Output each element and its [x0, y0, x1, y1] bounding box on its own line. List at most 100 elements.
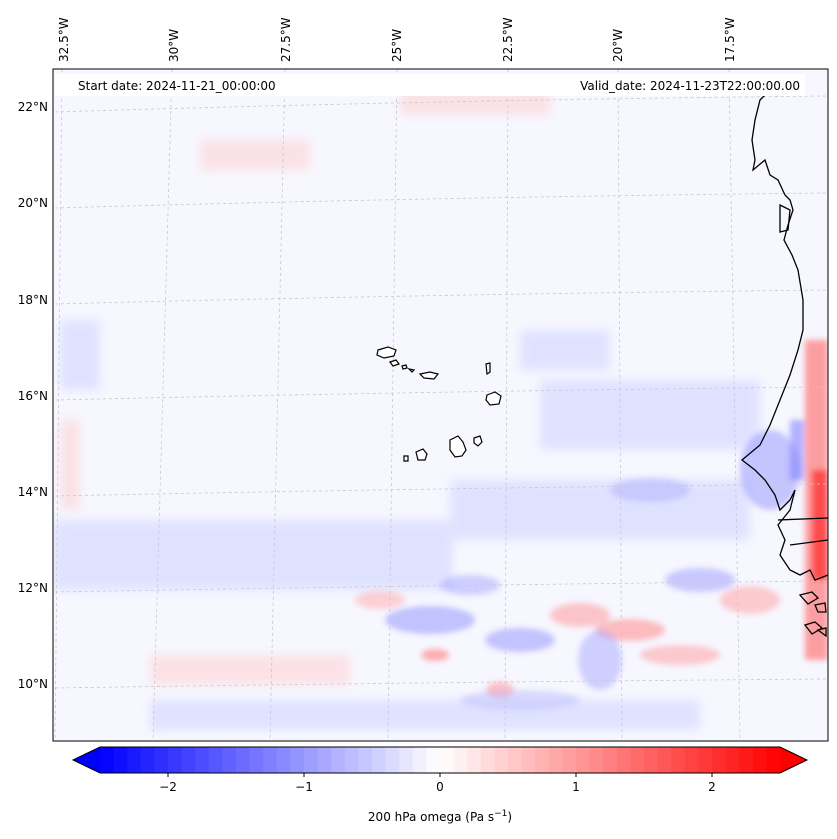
colorbar-tick-label: 1	[572, 780, 580, 794]
omega-band	[150, 700, 700, 730]
colorbar-swatch	[467, 747, 482, 773]
colorbar: −2 −1 0 1 2 200 hPa omega (Pa s−1)	[71, 746, 809, 824]
grid-lon-27-5	[269, 69, 286, 741]
grid-lat-10	[54, 678, 828, 689]
colorbar-swatch	[344, 747, 359, 773]
grid-lon-20	[617, 69, 623, 741]
lon-labels: 32.5°W 30°W 27.5°W 25°W 22.5°W 20°W 17.5…	[57, 17, 737, 62]
omega-coastal-band	[790, 420, 804, 480]
colorbar-swatch	[168, 747, 183, 773]
colorbar-label: 200 hPa omega (Pa s−1)	[368, 809, 512, 824]
map-panel: Start date: 2024-11-21_00:00:00 Valid_da…	[52, 68, 829, 742]
coast-bijagos-4	[816, 627, 827, 638]
colorbar-swatch	[195, 747, 210, 773]
island-sao-nicolau	[418, 371, 440, 380]
graticule	[54, 69, 828, 741]
africa-coastline	[740, 89, 828, 638]
omega-band	[60, 320, 100, 390]
colorbar-swatch	[304, 747, 319, 773]
colorbar-swatch	[399, 747, 414, 773]
colorbar-swatch	[548, 747, 563, 773]
grid-lat-14	[54, 483, 828, 497]
colorbar-swatch	[739, 747, 754, 773]
colorbar-swatch	[276, 747, 291, 773]
colorbar-tick-label: 2	[708, 780, 716, 794]
colorbar-swatch	[331, 747, 346, 773]
omega-cell	[720, 586, 780, 614]
colorbar-swatch	[562, 747, 577, 773]
omega-cell	[355, 591, 405, 609]
colorbar-swatch	[208, 747, 223, 773]
colorbar-swatch	[766, 747, 781, 773]
colorbar-swatch	[453, 747, 468, 773]
omega-band	[200, 140, 310, 170]
colorbar-swatch	[494, 747, 509, 773]
lat-label: 12°N	[18, 581, 48, 595]
colorbar-swatch	[535, 747, 550, 773]
omega-cell	[665, 568, 735, 592]
omega-cell	[550, 603, 610, 627]
lon-label: 32.5°W	[57, 17, 71, 62]
grid-lon-22-5	[504, 69, 509, 741]
colorbar-swatch	[725, 747, 740, 773]
lon-label: 25°W	[390, 29, 404, 62]
colorbar-swatch	[508, 747, 523, 773]
colorbar-swatch	[127, 747, 142, 773]
lat-label: 16°N	[18, 389, 48, 403]
coast-casamance	[789, 539, 828, 546]
grid-lat-12	[54, 580, 828, 593]
colorbar-swatch	[589, 747, 604, 773]
grid-lat-20	[54, 192, 828, 209]
colorbar-swatch	[358, 747, 373, 773]
colorbar-swatch	[263, 747, 278, 773]
omega-cell	[610, 478, 690, 502]
lat-labels: 22°N 20°N 18°N 16°N 14°N 12°N 10°N	[18, 100, 48, 691]
omega-cell	[485, 628, 555, 652]
colorbar-swatch	[603, 747, 618, 773]
island-islet	[407, 368, 416, 373]
colorbar-swatch	[100, 747, 115, 773]
island-santa-luzia	[401, 364, 408, 370]
lat-label: 10°N	[18, 677, 48, 691]
omega-cell	[421, 649, 449, 661]
island-fogo	[415, 448, 428, 461]
colorbar-swatch	[154, 747, 169, 773]
lat-label: 20°N	[18, 196, 48, 210]
omega-band	[540, 380, 760, 450]
colorbar-swatch	[236, 747, 251, 773]
grid-lon-30	[152, 69, 173, 741]
colorbar-swatch	[385, 747, 400, 773]
colorbar-swatch	[644, 747, 659, 773]
omega-field	[53, 69, 828, 741]
colorbar-tick-label: −1	[295, 780, 313, 794]
island-maio	[473, 435, 483, 447]
island-santo-antao	[376, 346, 397, 359]
lat-label: 22°N	[18, 100, 48, 114]
coast-main	[740, 89, 828, 581]
colorbar-swatch	[222, 747, 237, 773]
grid-lon-25	[387, 69, 398, 741]
colorbar-swatch	[684, 747, 699, 773]
colorbar-outline	[71, 746, 809, 774]
colorbar-swatch	[290, 747, 305, 773]
header-box	[55, 74, 805, 96]
colorbar-swatch	[480, 747, 495, 773]
grid-lon-17-5	[728, 69, 741, 741]
island-sal	[485, 362, 491, 376]
lon-label: 27.5°W	[279, 17, 293, 62]
omega-cell	[578, 630, 622, 690]
omega-cell	[640, 645, 720, 665]
omega-band	[150, 655, 350, 685]
colorbar-swatch	[440, 747, 455, 773]
colorbar-swatch	[521, 747, 536, 773]
colorbar-swatch	[752, 747, 767, 773]
omega-band	[53, 520, 453, 590]
coast-bijagos-2	[814, 602, 827, 613]
coast-gambia	[777, 517, 828, 521]
colorbar-swatches	[73, 747, 807, 773]
colorbar-swatch	[372, 747, 387, 773]
colorbar-tick-label: 0	[436, 780, 444, 794]
island-brava	[403, 455, 409, 462]
omega-band	[60, 420, 80, 510]
colorbar-swatch	[426, 747, 441, 773]
